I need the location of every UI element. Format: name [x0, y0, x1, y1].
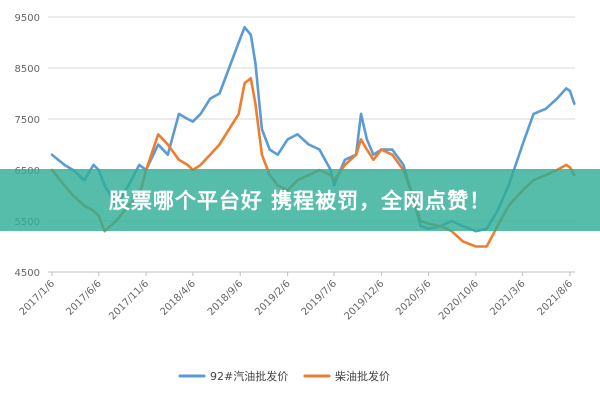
- banner-headline: 股票哪个平台好 携程被罚，全网点赞！: [108, 189, 492, 213]
- y-tick-label: 4500: [15, 268, 40, 279]
- x-tick-label: 2018/4/6: [158, 278, 198, 318]
- legend-label-gasoline: 92#汽油批发价: [210, 369, 288, 383]
- x-tick-label: 2020/5/6: [394, 278, 434, 318]
- x-tick-label: 2019/7/6: [300, 278, 340, 318]
- x-tick-label: 2021/8/6: [536, 278, 576, 318]
- x-tick-label: 2019/12/6: [343, 278, 387, 322]
- overlay-banner: 股票哪个平台好 携程被罚，全网点赞！: [0, 169, 600, 231]
- x-tick-label: 2019/2/6: [253, 278, 293, 318]
- x-tick-label: 2017/1/6: [18, 278, 58, 318]
- legend-label-diesel: 柴油批发价: [335, 369, 390, 383]
- y-axis-ticks: 450055006500750085009500: [15, 13, 40, 279]
- x-axis-ticks: 2017/1/6 2017/6/6 2017/11/6 2018/4/6 2018/9/…: [18, 272, 576, 322]
- legend: 92#汽油批发价 柴油批发价: [178, 369, 390, 383]
- x-tick-label: 2021/3/6: [488, 278, 528, 318]
- y-tick-label: 8500: [15, 64, 40, 75]
- x-tick-label: 2018/9/6: [206, 278, 246, 318]
- y-tick-label: 9500: [15, 13, 40, 24]
- y-tick-label: 7500: [15, 115, 40, 126]
- x-tick-label: 2017/6/6: [64, 278, 104, 318]
- x-tick-label: 2017/11/6: [107, 278, 151, 322]
- x-tick-label: 2020/10/6: [437, 278, 481, 322]
